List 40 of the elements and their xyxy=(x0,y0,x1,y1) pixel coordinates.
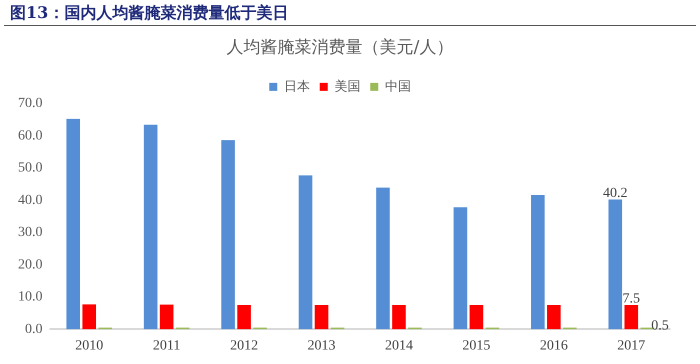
bar xyxy=(82,304,96,330)
x-tick-label: 2013 xyxy=(308,338,336,354)
data-label: 40.2 xyxy=(603,186,628,202)
x-tick-label: 2014 xyxy=(384,338,413,354)
y-tick-label: 0.0 xyxy=(25,322,42,337)
bar xyxy=(298,175,312,330)
legend-label: 美国 xyxy=(334,78,360,94)
bar xyxy=(454,207,468,330)
bar xyxy=(144,124,158,330)
bar xyxy=(66,118,80,330)
chart-title: 图13：国内人均酱腌菜消费量低于美日 xyxy=(4,0,696,26)
x-tick-label: 2011 xyxy=(152,338,180,354)
data-label: 0.5 xyxy=(651,318,669,334)
x-tick-label: 2017 xyxy=(617,338,646,354)
y-tick-label: 30.0 xyxy=(18,225,42,240)
legend-label: 中国 xyxy=(384,79,411,94)
y-tick-label: 40.0 xyxy=(18,192,42,208)
x-tick-label: 2010 xyxy=(75,338,104,354)
bar xyxy=(376,188,390,330)
y-tick-label: 70.0 xyxy=(18,96,42,112)
x-tick-label: 2016 xyxy=(540,338,568,354)
bar xyxy=(470,305,484,330)
y-tick-label: 60.0 xyxy=(18,128,42,144)
bar xyxy=(160,304,174,330)
x-tick-label: 2015 xyxy=(462,338,490,354)
bar xyxy=(237,305,251,330)
bar xyxy=(624,305,638,330)
x-tick-label: 2012 xyxy=(230,338,258,354)
y-tick-label: 10.0 xyxy=(18,290,42,305)
y-tick-label: 20.0 xyxy=(18,257,42,272)
bar xyxy=(547,305,561,330)
chart-subtitle: 人均酱腌菜消费量（美元/人） xyxy=(226,38,454,58)
bar xyxy=(608,200,622,330)
legend-label: 日本 xyxy=(284,79,310,94)
y-tick-label: 50.0 xyxy=(18,160,42,176)
data-label: 7.5 xyxy=(622,292,640,307)
bar xyxy=(531,195,545,330)
bar xyxy=(392,305,406,330)
bar xyxy=(314,305,328,330)
bar xyxy=(221,140,235,330)
